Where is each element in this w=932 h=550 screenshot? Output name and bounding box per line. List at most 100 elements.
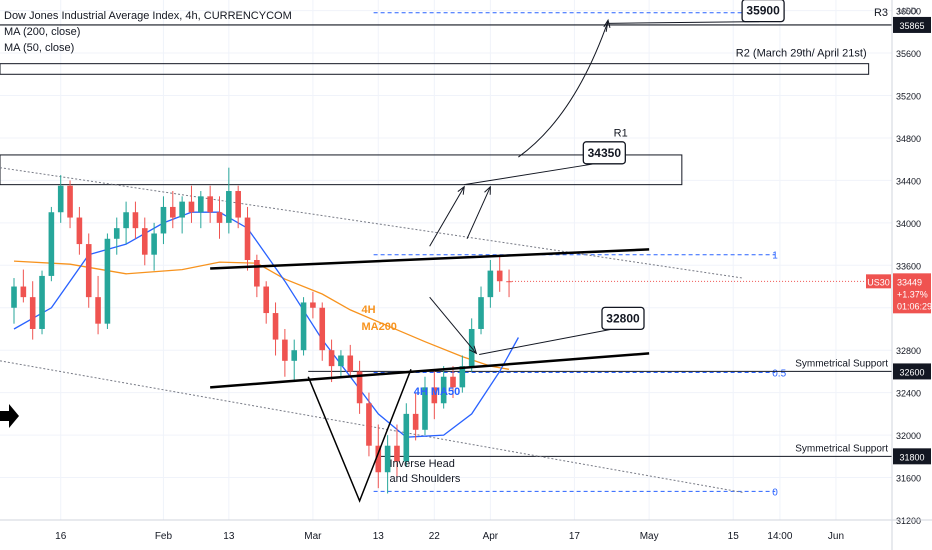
ma50-legend-label: MA (50, close) <box>4 42 75 54</box>
candle-body <box>179 201 185 218</box>
candle-body <box>384 445 391 473</box>
time-axis-tick: 13 <box>223 531 235 542</box>
time-axis-tick: 15 <box>728 531 740 542</box>
price-axis-currency: USD <box>898 6 918 16</box>
callout-box <box>582 141 626 165</box>
candle-body <box>39 275 45 329</box>
candle-body <box>11 286 17 308</box>
candle-body <box>282 339 288 361</box>
time-axis-tick: Mar <box>304 531 322 542</box>
price-axis-tick: 32800 <box>896 346 921 356</box>
ma50-annotation: 4H MA50 <box>414 386 460 398</box>
candle-body <box>57 185 64 213</box>
callout-pointer <box>608 21 760 24</box>
candle-body <box>216 212 223 223</box>
upper-trendline <box>0 167 743 279</box>
candle-body <box>169 206 176 218</box>
candle-body <box>300 302 307 351</box>
candle-body <box>160 206 167 234</box>
candle-body <box>431 387 438 404</box>
candle-body <box>29 297 36 329</box>
ma200-annotation-sub: MA200 <box>361 321 396 333</box>
candle-body <box>319 307 326 351</box>
candle-body <box>403 413 410 462</box>
price-axis-tick: 32000 <box>896 431 921 441</box>
candle-body <box>310 302 316 308</box>
callout-box <box>741 0 785 23</box>
level-price-badge-text: 35865 <box>899 21 924 31</box>
projection-arrow-up-2-head <box>484 185 491 195</box>
candle-body <box>412 413 419 430</box>
last-price-badge <box>893 273 931 314</box>
candle-body <box>244 217 251 260</box>
time-axis-tick: 16 <box>55 531 67 542</box>
candle-body <box>95 297 101 324</box>
last-price-countdown: 01:06:29 <box>897 301 932 311</box>
callout-pointer <box>464 163 595 186</box>
candle-body <box>132 212 139 229</box>
callout-32800: 32800 <box>606 311 640 325</box>
candle-body <box>328 350 335 367</box>
candle-body <box>478 297 484 329</box>
candle-body <box>347 355 354 372</box>
level-price-badge <box>893 363 931 380</box>
hs-annotation: Inverse Head <box>389 458 454 470</box>
price-axis-tick: 33600 <box>896 261 921 271</box>
r1-zone-label: R1 <box>614 128 628 140</box>
r2-zone-label: R2 (March 29th/ April 21st) <box>736 48 867 60</box>
price-axis-tick: 34800 <box>896 134 921 144</box>
time-axis-tick: Jun <box>828 531 844 542</box>
projection-curve-head <box>605 20 609 32</box>
price-axis-tick: 31600 <box>896 474 921 484</box>
r1-zone <box>0 154 683 186</box>
level-price-badge-text: 31800 <box>899 452 924 462</box>
price-axis-tick: 31200 <box>896 516 921 526</box>
symbol-badge-text: US30 <box>867 277 890 287</box>
projection-arrow-up-2 <box>466 186 491 239</box>
callout-box <box>601 306 645 331</box>
support-label: Symmetrical Support <box>795 358 888 369</box>
triangle-resistance-line <box>210 248 650 270</box>
candle-body <box>356 371 363 404</box>
candle-body <box>394 445 400 462</box>
candle-body <box>226 191 232 223</box>
candle-body <box>123 212 129 229</box>
projection-arrow-up-1-head <box>457 185 465 195</box>
candle-body <box>104 238 111 324</box>
candle-body <box>459 366 466 388</box>
callout-35900: 35900 <box>746 4 780 18</box>
candle-body <box>141 228 148 255</box>
inverse-hs-pattern <box>307 369 412 503</box>
candle-body <box>207 196 213 213</box>
triangle-support-line <box>210 352 650 389</box>
candle-body <box>113 228 120 239</box>
r2-zone <box>0 63 870 75</box>
callout-pointer <box>479 328 612 355</box>
price-axis-tick: 36000 <box>896 7 921 17</box>
ma200-line <box>13 260 510 370</box>
price-axis-tick: 34000 <box>896 219 921 229</box>
chart-title: Dow Jones Industrial Average Index, 4h, … <box>4 10 292 22</box>
candle-body <box>188 201 195 213</box>
price-axis-tick: 35600 <box>896 49 921 59</box>
time-axis-tick: Apr <box>483 531 499 542</box>
ma200-annotation: 4H <box>361 304 375 316</box>
candle-body <box>85 244 92 298</box>
time-axis-tick: May <box>640 531 659 542</box>
last-price-value: 33449 <box>897 277 922 287</box>
ma50-line <box>13 211 519 438</box>
last-price-change: +1.37% <box>897 289 928 299</box>
hs-annotation-sub: and Shoulders <box>389 473 460 485</box>
price-axis-tick: 32400 <box>896 389 921 399</box>
support-label: Symmetrical Support <box>795 443 888 454</box>
level-price-badge <box>893 16 931 33</box>
projection-curve-head-head <box>603 18 611 29</box>
candle-body <box>272 313 279 340</box>
projection-arrow-down <box>429 296 477 354</box>
candle-body <box>338 355 344 367</box>
candle-body <box>263 286 270 314</box>
level-price-badge-text: 32600 <box>899 367 924 377</box>
ma200-legend-label: MA (200, close) <box>4 26 81 38</box>
